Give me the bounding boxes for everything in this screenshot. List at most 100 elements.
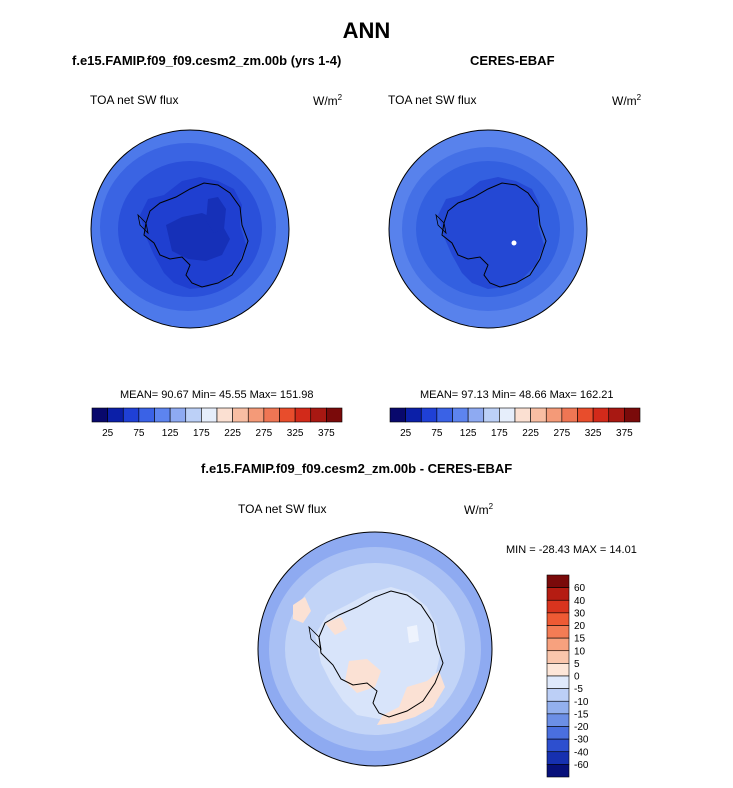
panel3-colorbar-box [546,751,570,765]
panel3-colorbar-tick: 15 [574,634,586,645]
panel2-variable-label: TOA net SW flux [388,93,477,107]
panel3-colorbar-box [546,574,570,588]
panel2-case-title: CERES-EBAF [470,53,555,68]
panel1-colorbar-box [91,407,108,423]
panel3-units-sup: 2 [488,502,494,511]
panel3-polar-map [257,531,493,767]
panel1-colorbar-box [232,407,249,423]
panel2-colorbar-tick: 375 [616,428,633,439]
panel3-colorbar-tick: 60 [574,583,586,594]
panel1-units-label: W/m2 [313,93,342,108]
panel2-units-text: W/m [612,94,637,108]
panel3-colorbar-tick: 20 [574,621,586,632]
panel2-colorbar-box [389,407,406,423]
panel1-colorbar-tick: 175 [193,428,210,439]
panel1-colorbar-box [263,407,280,423]
panel1-polar-map [90,129,290,329]
panel1-units-sup: 2 [337,93,343,102]
panel3-colorbar-tick: -60 [574,760,589,771]
panel1-variable-label: TOA net SW flux [90,93,179,107]
panel1-stats: MEAN= 90.67 Min= 45.55 Max= 151.98 [120,389,314,401]
panel3-colorbar-box [546,700,570,715]
panel3-colorbar-tick: -20 [574,722,589,733]
panel3-colorbar-box [546,612,570,626]
panel3-colorbar-tick: 5 [574,659,580,670]
figure-title: ANN [342,18,391,43]
panel2-colorbar-box [452,407,469,423]
panel3-colorbar-box [546,650,570,664]
panel3-colorbar-tick: -15 [574,709,589,720]
panel3-colorbar-box [546,688,570,702]
panel1-colorbar-box [294,407,312,423]
panel1-colorbar: 25 75 125 175 225 275 325 375 [91,407,343,439]
panel1-colorbar-tick: 325 [287,428,304,439]
panel2-colorbar-box [405,407,422,423]
panel2-colorbar-box [420,407,438,423]
panel3-colorbar-box [546,713,570,727]
panel3-case-title: f.e15.FAMIP.f09_f09.cesm2_zm.00b - CERES… [201,461,513,476]
panel1-colorbar-box [201,407,218,423]
panel1-units-text: W/m [313,94,338,108]
panel3-colorbar-box [546,663,570,677]
panel2-colorbar-box [608,407,625,423]
panel3-variable-label: TOA net SW flux [238,502,327,516]
panel1-colorbar-box [326,407,343,423]
panel3-colorbar-tick: -10 [574,697,589,708]
panel1-colorbar-box [185,407,202,423]
panel2-antarctica-outline [441,182,547,288]
panel2-colorbar-box [483,407,500,423]
panel3-colorbar-box [546,764,570,778]
panel1-colorbar-box [138,407,155,423]
panel2-polar-map [388,129,588,329]
panel2-colorbar-tick: 175 [491,428,508,439]
panel3-colorbar-tick: -40 [574,747,589,758]
panel2-colorbar-tick: 225 [522,428,539,439]
panel1-colorbar-box [247,407,265,423]
panel1-colorbar-tick: 375 [318,428,335,439]
panel1-colorbar-tick: 275 [256,428,273,439]
panel2-colorbar-box [545,407,563,423]
panel1-colorbar-box [216,407,233,423]
panel1-colorbar-box [154,407,171,423]
panel3-colorbar-box [546,726,570,740]
panel1-colorbar-box [107,407,124,423]
panel3-colorbar-box [546,587,570,601]
panel3-units-text: W/m [464,503,489,517]
panel1-colorbar-tick: 75 [133,428,145,439]
panel3-colorbar-tick: -5 [574,684,583,695]
panel1-colorbar-tick: 225 [224,428,241,439]
panel3-colorbar-tick: 30 [574,608,586,619]
panel3-colorbar-tick: 40 [574,596,586,607]
panel3-units-label: W/m2 [464,502,493,517]
panel3-colorbar-tick: 0 [574,672,580,683]
panel3-antarctica-outline [318,590,444,718]
panel2-stats: MEAN= 97.13 Min= 48.66 Max= 162.21 [420,389,614,401]
panel2-colorbar-tick: 275 [554,428,571,439]
panel3-colorbar-box [546,599,570,614]
panel2-colorbar-box [499,407,516,423]
panel1-colorbar-box [122,407,140,423]
panel3-colorbar-box [546,675,570,689]
panel1-colorbar-box [279,407,296,423]
panel2-colorbar-box [577,407,594,423]
panel2-colorbar-tick: 325 [585,428,602,439]
panel2-colorbar-box [624,407,641,423]
panel2-colorbar-tick: 125 [460,428,477,439]
panel3-colorbar-tick: 10 [574,646,586,657]
panel3-colorbar-tick: -30 [574,735,589,746]
panel3-stats: MIN = -28.43 MAX = 14.01 [506,544,637,556]
panel1-colorbar-tick: 125 [162,428,179,439]
panel2-colorbar-box [530,407,547,423]
panel3-colorbar-box [546,637,570,652]
panel2-colorbar-tick: 75 [431,428,443,439]
panel2-colorbar-box [592,407,610,423]
panel2-colorbar-box [436,407,453,423]
panel1-colorbar-box [169,407,187,423]
panel2-colorbar: 25 75 125 175 225 275 325 375 [389,407,641,439]
panel2-units-label: W/m2 [612,93,641,108]
panel2-colorbar-tick: 25 [400,428,412,439]
panel3-colorbar-box [546,625,570,639]
panel2-units-sup: 2 [636,93,642,102]
panel1-case-title: f.e15.FAMIP.f09_f09.cesm2_zm.00b (yrs 1-… [72,53,342,68]
